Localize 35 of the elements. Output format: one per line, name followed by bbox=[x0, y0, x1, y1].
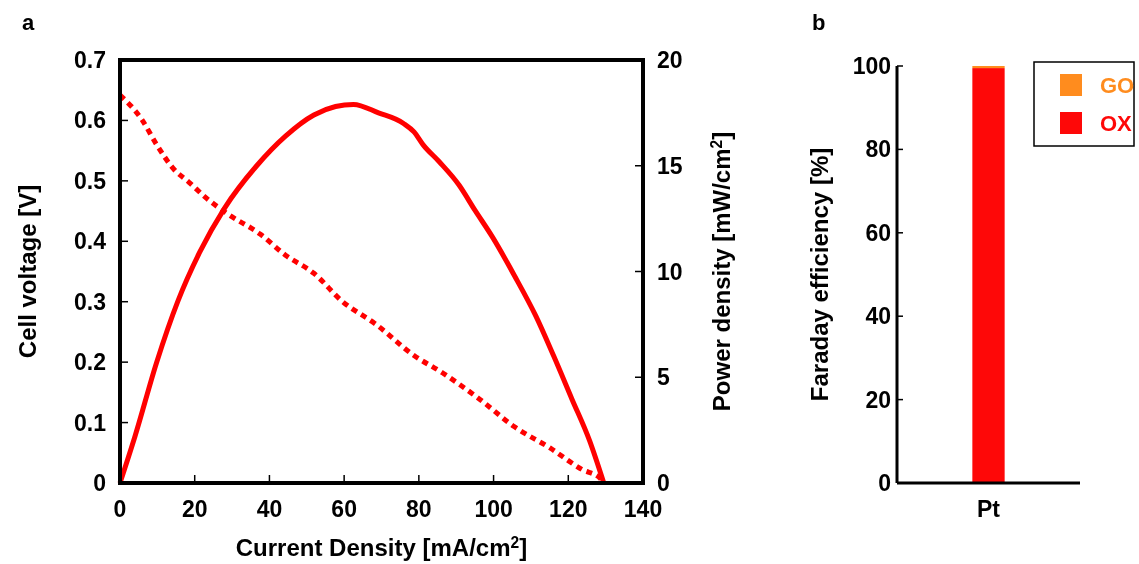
legend-label: OX bbox=[1100, 111, 1133, 136]
x-tick-label: 20 bbox=[181, 496, 208, 522]
y-tick-label: 80 bbox=[865, 136, 891, 163]
y-tick-label: 40 bbox=[865, 303, 891, 330]
y-tick-label: 100 bbox=[852, 53, 891, 79]
x-tick-label: 80 bbox=[406, 496, 432, 522]
x-tick-label: 140 bbox=[623, 496, 663, 522]
x-tick-label: Pt bbox=[977, 496, 1001, 522]
y2-tick-label: 0 bbox=[657, 470, 670, 496]
y-axis-title: Cell voltage [V] bbox=[14, 184, 41, 359]
y-tick-label: 0.6 bbox=[74, 107, 106, 134]
y-tick-label: 0 bbox=[878, 470, 891, 496]
y-axis-title: Faraday efficiency [%] bbox=[806, 147, 833, 402]
y-tick-label: 60 bbox=[865, 219, 891, 246]
y2-tick-label: 20 bbox=[657, 47, 683, 73]
y2-tick-label: 10 bbox=[657, 258, 683, 285]
y-tick-label: 0.2 bbox=[74, 349, 106, 376]
y-tick-label: 0.1 bbox=[74, 409, 107, 436]
y-tick-label: 0 bbox=[93, 470, 106, 496]
x-tick-label: 120 bbox=[549, 496, 588, 522]
y-tick-label: 0.7 bbox=[74, 47, 106, 73]
y2-tick-label: 15 bbox=[657, 152, 683, 179]
legend-label: GO bbox=[1100, 73, 1135, 98]
y-tick-label: 0.4 bbox=[74, 228, 107, 255]
y-tick-label: 0.5 bbox=[74, 167, 107, 194]
y-tick-label: 20 bbox=[865, 386, 891, 413]
y-tick-label: 0.3 bbox=[74, 288, 106, 315]
x-tick-label: 0 bbox=[113, 496, 127, 522]
chart-title: a bbox=[22, 10, 35, 35]
x-axis-title: Current Density [mA/cm$^{2}$] bbox=[235, 533, 528, 561]
x-tick-label: 40 bbox=[256, 496, 283, 522]
chart-title: b bbox=[812, 10, 826, 35]
y2-tick-label: 5 bbox=[657, 364, 670, 391]
x-tick-label: 100 bbox=[474, 496, 513, 522]
x-tick-label: 60 bbox=[331, 496, 357, 522]
